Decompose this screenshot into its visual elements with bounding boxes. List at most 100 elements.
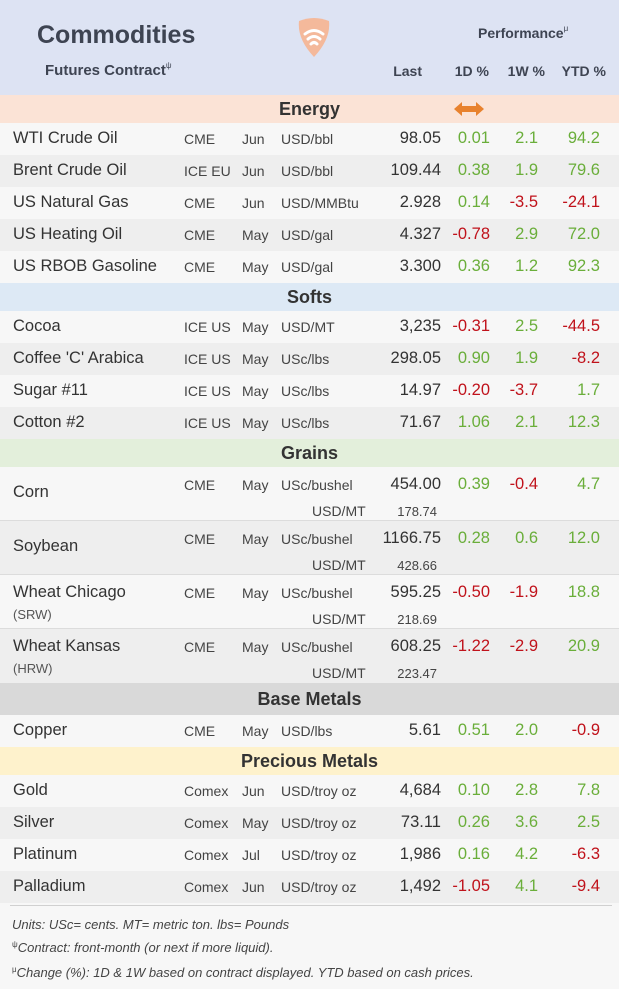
mu-mark: μ	[563, 24, 569, 33]
change-ytd: -8.2	[571, 349, 600, 367]
price-unit: USc/lbs	[281, 383, 330, 399]
change-1d: -0.78	[452, 225, 490, 243]
footer-psi-mark: ψ	[12, 940, 18, 949]
commodity-name: Wheat Chicago	[13, 583, 126, 601]
commodity-name: Silver	[13, 813, 55, 831]
change-ytd: -44.5	[562, 317, 600, 335]
metric-ton-value: 428.66	[397, 558, 437, 573]
contract-month: May	[242, 723, 269, 739]
commodity-subname: (SRW)	[13, 607, 52, 622]
footer-contract: ψContract: front-month (or next if more …	[12, 940, 273, 955]
last-price: 298.05	[390, 349, 441, 367]
section-header-energy: Energy	[0, 95, 619, 123]
change-1w: 1.2	[515, 257, 538, 275]
commodity-name: Platinum	[13, 845, 78, 863]
change-ytd: 72.0	[567, 225, 600, 243]
change-1w: 1.9	[515, 161, 538, 179]
last-price: 1,986	[399, 845, 441, 863]
table-row: Wheat Kansas (HRW) CME May USc/bushel 608.25-…	[0, 629, 619, 683]
change-1w: 2.5	[515, 317, 538, 335]
price-unit: USc/lbs	[281, 415, 330, 431]
contract-month: May	[242, 639, 269, 655]
commodity-name: Brent Crude Oil	[13, 161, 127, 179]
price-unit: USD/gal	[281, 227, 334, 243]
table-row: Palladium Comex Jun USD/troy oz 1,492 -1.05 4.…	[0, 871, 619, 903]
row-divider	[0, 520, 619, 521]
psi-mark: ψ	[165, 61, 172, 70]
contract-month: May	[242, 815, 269, 831]
price-unit: USD/gal	[281, 259, 334, 275]
table-row: Cocoa ICE US May USD/MT 3,235 -0.31 2.5 -44.5	[0, 311, 619, 343]
price-unit: USD/MT	[281, 319, 335, 335]
table-row: Wheat Chicago (SRW) CME May USc/bushel 595.25…	[0, 575, 619, 629]
exchange: CME	[184, 195, 216, 211]
last-price: 608.25	[390, 637, 441, 655]
price-unit: USc/bushel	[281, 477, 353, 493]
metric-ton-value: 223.47	[397, 666, 437, 681]
last-price: 5.61	[408, 721, 441, 739]
exchange: CME	[184, 585, 216, 601]
change-1d: 0.01	[457, 129, 490, 147]
change-1w: 3.6	[515, 813, 538, 831]
commodity-name: US Heating Oil	[13, 225, 123, 243]
table-row: Copper CME May USD/lbs 5.61 0.51 2.0 -0.9	[0, 715, 619, 747]
section-header-softs: Softs	[0, 283, 619, 311]
contract-month: Jun	[242, 879, 265, 895]
change-1d: -0.20	[452, 381, 490, 399]
change-ytd: 7.8	[577, 781, 600, 799]
col-1d-header: 1D %	[454, 63, 489, 79]
price-unit: USc/lbs	[281, 351, 330, 367]
futures-contract-text: Futures Contract	[45, 62, 166, 79]
footer-units: Units: USc= cents. MT= metric ton. lbs= …	[12, 917, 290, 932]
last-price: 109.44	[390, 161, 441, 179]
metric-ton-value: 178.74	[397, 504, 437, 519]
exchange: ICE EU	[184, 163, 231, 179]
table-row: Platinum Comex Jul USD/troy oz 1,986 0.16 4.2 -…	[0, 839, 619, 871]
change-1d: 1.06	[457, 413, 490, 431]
exchange: CME	[184, 477, 216, 493]
commodity-name: Sugar #11	[13, 381, 88, 399]
last-price: 1,492	[399, 877, 441, 895]
contract-month: May	[242, 227, 269, 243]
price-unit: USD/MMBtu	[281, 195, 359, 211]
change-1d: -0.50	[452, 583, 490, 601]
exchange: Comex	[184, 847, 229, 863]
contract-month: May	[242, 531, 269, 547]
table-row: US Natural Gas CME Jun USD/MMBtu 2.928 0.14 -3…	[0, 187, 619, 219]
footer-divider	[10, 905, 612, 906]
footer-mu-mark: μ	[12, 965, 17, 974]
contract-month: Jun	[242, 783, 265, 799]
change-ytd: 20.9	[567, 637, 600, 655]
table-row: Brent Crude Oil ICE EU Jun USD/bbl 109.44 0.3…	[0, 155, 619, 187]
change-1w: -1.9	[509, 583, 538, 601]
footer-contract-text: Contract: front-month (or next if more l…	[17, 940, 274, 955]
contract-month: May	[242, 351, 269, 367]
exchange: Comex	[184, 815, 229, 831]
exchange: CME	[184, 131, 216, 147]
change-1d: -1.05	[452, 877, 490, 895]
exchange: CME	[184, 227, 216, 243]
change-ytd: -6.3	[571, 845, 600, 863]
change-1d: 0.39	[457, 475, 490, 493]
commodity-name: US RBOB Gasoline	[13, 257, 157, 275]
contract-month: May	[242, 477, 269, 493]
left-right-arrow-icon	[454, 102, 484, 116]
section-header-precious: Precious Metals	[0, 747, 619, 775]
metric-ton-value: 218.69	[397, 612, 437, 627]
change-ytd: 1.7	[577, 381, 600, 399]
price-unit: USD/troy oz	[281, 879, 357, 895]
change-1w: 2.8	[515, 781, 538, 799]
metric-ton-unit: USD/MT	[312, 611, 366, 627]
commodity-name: Wheat Kansas	[13, 637, 121, 655]
last-price: 3,235	[399, 317, 441, 335]
contract-month: May	[242, 585, 269, 601]
change-1w: 2.9	[515, 225, 538, 243]
change-ytd: 12.3	[567, 413, 600, 431]
contract-month: May	[242, 415, 269, 431]
change-1w: 1.9	[515, 349, 538, 367]
commodity-name: US Natural Gas	[13, 193, 129, 211]
change-ytd: 12.0	[567, 529, 600, 547]
table-row: Coffee 'C' Arabica ICE US May USc/lbs 298.05…	[0, 343, 619, 375]
contract-month: May	[242, 319, 269, 335]
change-ytd: 18.8	[567, 583, 600, 601]
